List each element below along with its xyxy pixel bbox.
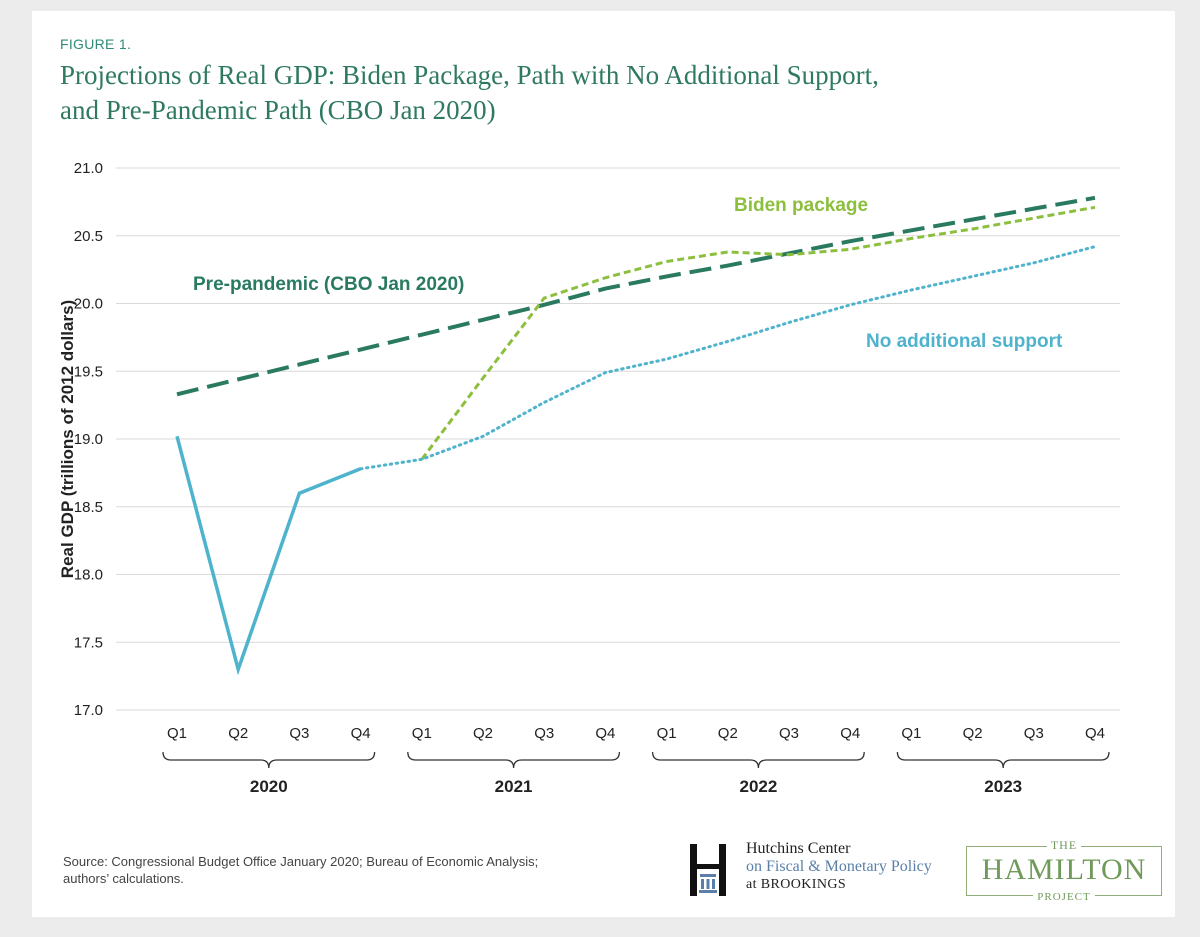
y-tick-label: 20.0 [74, 296, 103, 313]
y-tick-label: 21.0 [74, 160, 103, 177]
x-tick-label: Q3 [289, 725, 309, 742]
y-tick-label: 17.5 [74, 634, 103, 651]
series-line-no-support-actual [175, 435, 362, 676]
y-tick-label: 19.0 [74, 431, 103, 448]
point-biden [849, 248, 851, 250]
chart-title: Projections of Real GDP: Biden Package, … [60, 58, 1040, 128]
y-tick-label: 18.0 [74, 567, 103, 584]
x-tick-label: Q4 [351, 725, 371, 742]
year-brace [162, 751, 376, 769]
x-tick-label: Q4 [595, 725, 615, 742]
hutchins-h-mark-icon [690, 844, 726, 896]
x-tick-label: Q3 [534, 725, 554, 742]
hamilton-the: THE [1046, 838, 1082, 852]
series-annotations: Biden package Pre-pandemic (CBO Jan 2020)… [193, 195, 1063, 352]
y-tick-label: 19.5 [74, 363, 103, 380]
x-tick-label: Q4 [840, 725, 860, 742]
hutchins-line-2: on Fiscal & Monetary Policy [746, 858, 932, 875]
x-tick-label: Q1 [167, 725, 187, 742]
x-tick-label: Q2 [963, 725, 983, 742]
y-axis-ticks: 17.0 17.5 18.0 18.5 19.0 19.5 20.0 20.5 21.0 [74, 160, 103, 719]
hamilton-name: HAMILTON [981, 853, 1147, 886]
source-line-1: Source: Congressional Budget Office Janu… [63, 854, 539, 869]
hamilton-project-logo: THE HAMILTON PROJECT [966, 838, 1162, 903]
x-tick-label: Q2 [473, 725, 493, 742]
x-tick-label: Q1 [901, 725, 921, 742]
series-line-biden [420, 205, 1096, 461]
year-label: 2023 [984, 777, 1022, 796]
point-biden [1033, 217, 1035, 219]
chart-title-line-2: and Pre-Pandemic Path (CBO Jan 2020) [60, 95, 496, 125]
year-label: 2022 [739, 777, 777, 796]
series-line-prepandemic [176, 195, 1096, 397]
series-line-no-support-projection [359, 245, 1097, 471]
series-points [176, 197, 1096, 671]
y-tick-label: 20.5 [74, 228, 103, 245]
figure-label: FIGURE 1. [60, 36, 132, 52]
year-brace [407, 751, 621, 769]
year-label: 2020 [250, 777, 288, 796]
annotation-prepandemic: Pre-pandemic (CBO Jan 2020) [193, 274, 464, 295]
x-tick-label: Q2 [228, 725, 248, 742]
hutchins-center-logo: Hutchins Center on Fiscal & Monetary Pol… [688, 840, 958, 900]
year-label: 2021 [495, 777, 533, 796]
series-lines [175, 195, 1097, 676]
annotation-biden-package: Biden package [734, 195, 868, 216]
x-tick-label: Q1 [412, 725, 432, 742]
year-labels: 2020 2021 2022 2023 [250, 777, 1022, 796]
x-tick-label: Q1 [657, 725, 677, 742]
hutchins-line-1: Hutchins Center [746, 840, 851, 857]
gridlines [116, 167, 1120, 711]
x-tick-label: Q3 [779, 725, 799, 742]
figure-card [32, 11, 1175, 917]
y-tick-label: 18.5 [74, 499, 103, 516]
gdp-line-chart: 17.017.518.018.519.019.520.020.521.0 Q1 Q… [58, 160, 1120, 796]
source-note: Source: Congressional Budget Office Janu… [63, 853, 663, 887]
x-tick-label: Q4 [1085, 725, 1105, 742]
x-axis-quarter-labels: Q1 Q2 Q3 Q4 Q1 Q2 Q3 Q4 Q1 Q2 Q3 Q4 Q1 Q2 Q3 Q4 [167, 725, 1105, 742]
y-axis-label: Real GDP (trillions of 2012 dollars) [58, 300, 77, 578]
hamilton-project: PROJECT [1033, 891, 1095, 903]
year-brace [896, 751, 1110, 769]
chart-title-line-1: Projections of Real GDP: Biden Package, … [60, 60, 879, 90]
x-tick-label: Q3 [1024, 725, 1044, 742]
x-tick-label: Q2 [718, 725, 738, 742]
year-braces [162, 751, 1110, 769]
y-tick-label: 17.0 [74, 702, 103, 719]
hutchins-line-3: at BROOKINGS [746, 877, 847, 892]
annotation-no-support: No additional support [866, 331, 1063, 352]
year-brace [651, 751, 865, 769]
source-line-2: authors’ calculations. [63, 871, 184, 886]
